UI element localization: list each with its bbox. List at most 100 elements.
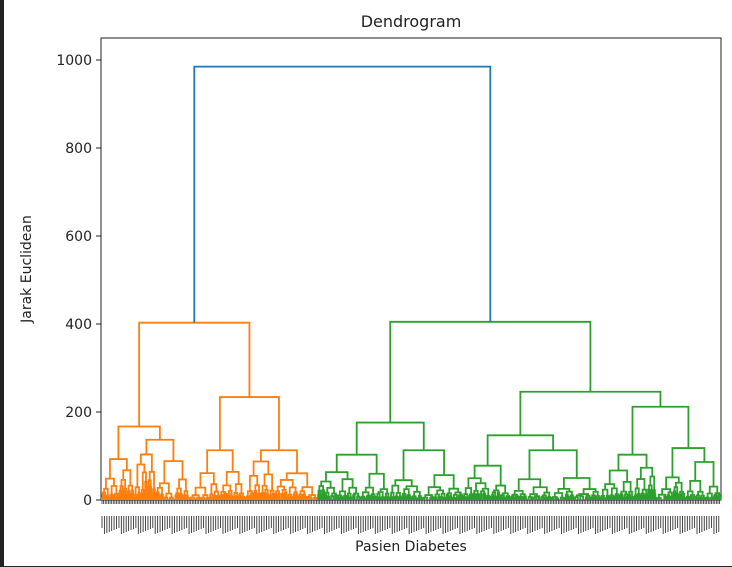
cluster2-link (518, 496, 521, 500)
cluster2-link (602, 497, 606, 500)
cluster1-link (227, 489, 233, 497)
cluster1-link (137, 491, 141, 497)
cluster1-link (269, 489, 275, 497)
cluster1-link (120, 479, 127, 489)
cluster2-link (348, 496, 353, 500)
cluster2-link (370, 493, 376, 497)
cluster1-link (245, 495, 250, 499)
cluster1-link (275, 490, 280, 496)
y-tick-label: 1000 (56, 53, 92, 69)
cluster2-link (322, 491, 326, 500)
cluster1-link (209, 493, 214, 498)
cluster1-link (258, 495, 262, 500)
cluster1-link (155, 491, 160, 497)
cluster1-link (253, 489, 257, 496)
cluster2-link (505, 495, 510, 499)
cluster2-link (502, 496, 506, 500)
cluster2-link (587, 497, 592, 500)
cluster1-link (225, 470, 240, 486)
cluster2-link (477, 495, 481, 500)
cluster1-link (261, 494, 265, 500)
cluster2-link (325, 471, 349, 482)
cluster2-link (465, 496, 469, 499)
cluster1-link (122, 490, 126, 497)
y-tick-label: 800 (65, 141, 92, 157)
cluster1-link (242, 496, 246, 500)
cluster1-link (196, 496, 201, 499)
cluster2-link (364, 486, 375, 495)
cluster2-link (504, 497, 508, 500)
cluster2-link (687, 496, 691, 500)
cluster2-link (352, 494, 356, 500)
cluster2-link (713, 495, 716, 500)
cluster2-link (517, 478, 542, 491)
cluster2-link (569, 494, 574, 498)
cluster2-link (445, 493, 450, 498)
cluster2-link (614, 495, 618, 500)
cluster2-link (384, 496, 388, 500)
cluster1-link (163, 460, 184, 484)
cluster1-link (219, 494, 223, 498)
cluster1-link (230, 495, 234, 499)
cluster2-link (462, 495, 466, 499)
cluster2-link (514, 496, 518, 500)
cluster1-link (280, 493, 285, 500)
cluster1-link (147, 491, 151, 495)
cluster2-link (715, 495, 718, 500)
cluster2-link (411, 495, 417, 499)
cluster2-link (508, 497, 512, 500)
cluster2-link (390, 491, 395, 498)
cluster2-link (403, 496, 407, 500)
cluster1-link (175, 492, 180, 497)
cluster2-link (597, 497, 601, 500)
cluster2-link (411, 496, 415, 500)
cluster1-link (158, 482, 170, 494)
cluster2-link (473, 494, 477, 500)
cluster2-link (642, 494, 646, 500)
x-axis-label: Pasien Diabetes (355, 539, 467, 555)
cluster2-link (673, 486, 679, 494)
dendrogram-links (101, 65, 722, 500)
cluster2-link (544, 497, 548, 500)
cluster2-link (520, 497, 524, 500)
cluster2-link (718, 496, 722, 500)
cluster1-link (168, 496, 174, 500)
cluster2-link (604, 483, 616, 490)
cluster2-link (486, 494, 491, 498)
cluster1-link (101, 493, 105, 498)
cluster2-link (689, 495, 693, 500)
cluster2-link (667, 496, 671, 500)
cluster1-link (283, 491, 288, 500)
cluster2-link (405, 485, 418, 492)
cluster1-link (246, 490, 253, 497)
cluster1-link (127, 494, 131, 498)
cluster1-link (152, 488, 156, 495)
cluster1-link (155, 495, 159, 500)
cluster1-link (153, 493, 157, 497)
cluster2-link (640, 495, 643, 500)
cluster2-link (493, 489, 500, 493)
cluster2-link (419, 496, 423, 500)
y-tick-label: 200 (65, 405, 92, 421)
cluster2-link (514, 495, 520, 498)
cluster1-link (252, 460, 270, 476)
cluster2-link (413, 497, 418, 500)
cluster1-link (199, 472, 215, 488)
cluster2-link (716, 495, 720, 500)
cluster2-link (650, 489, 654, 497)
cluster2-link (440, 492, 446, 498)
cluster2-link (449, 495, 453, 499)
cluster2-link (649, 475, 656, 491)
cluster2-link (706, 492, 713, 498)
cluster2-link (652, 489, 656, 495)
cluster1-link (113, 496, 117, 500)
cluster1-link (268, 497, 272, 500)
cluster1-link (214, 496, 217, 500)
cluster2-link (530, 497, 534, 500)
cluster1-link (109, 496, 113, 499)
cluster2-link (491, 493, 495, 498)
cluster2-link (386, 496, 390, 499)
cluster2-link (467, 477, 482, 489)
cluster2-link (330, 495, 335, 500)
